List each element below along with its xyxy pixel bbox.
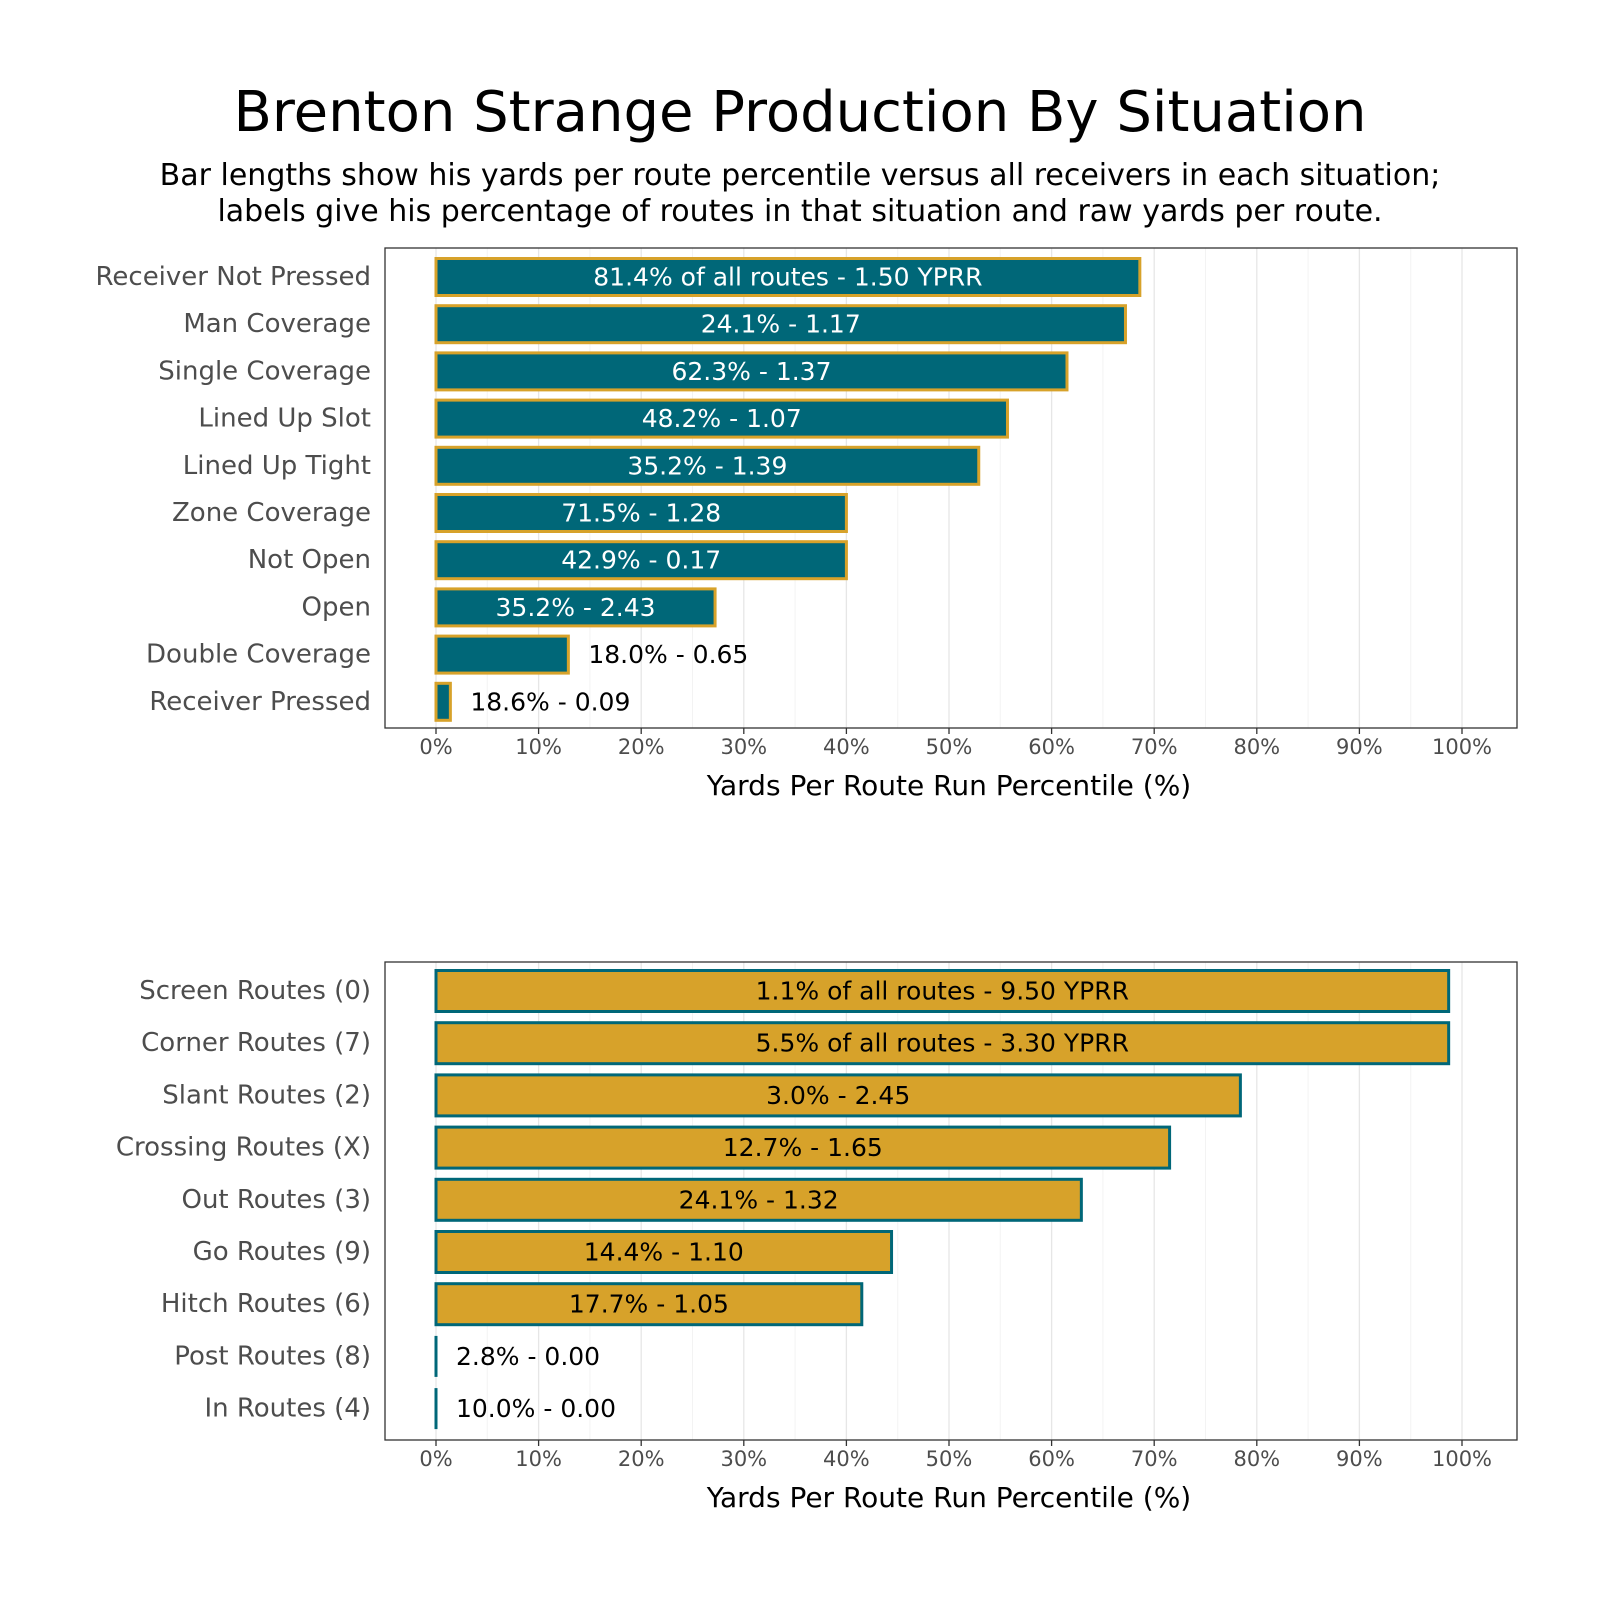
category-label: Double Coverage (146, 640, 371, 670)
bar-2-4 (434, 1177, 1083, 1222)
data-label: 42.9% - 0.17 (561, 546, 721, 575)
category-label: Man Coverage (183, 309, 371, 339)
x-tick-label: 60% (1028, 735, 1075, 759)
data-label: 48.2% - 1.07 (642, 404, 802, 433)
data-label: 1.1% of all routes - 9.50 YPRR (756, 977, 1129, 1006)
category-label: Lined Up Slot (198, 404, 371, 434)
x-tick-label: 80% (1233, 1447, 1280, 1471)
category-label: Single Coverage (158, 356, 371, 386)
chart-title: Brenton Strange Production By Situation (233, 80, 1367, 145)
data-label: 71.5% - 1.28 (561, 499, 721, 528)
bar-1-0 (434, 257, 1142, 297)
category-label: Crossing Routes (X) (116, 1133, 371, 1163)
category-label: Screen Routes (0) (139, 976, 371, 1006)
x-tick-label: 20% (618, 735, 665, 759)
bar-1-3 (434, 398, 1009, 439)
data-label: 5.5% of all routes - 3.30 YPRR (756, 1029, 1129, 1058)
x-tick-label: 70% (1131, 735, 1178, 759)
x-tick-label: 0% (419, 1447, 452, 1471)
bar-1-6 (434, 540, 848, 581)
bar-1-8 (434, 634, 570, 675)
data-label: 2.8% - 0.00 (456, 1342, 600, 1371)
x-tick-label: 90% (1336, 735, 1383, 759)
x-tick-label: 0% (419, 735, 452, 759)
category-label: In Routes (4) (204, 1394, 371, 1424)
data-label: 62.3% - 1.37 (671, 357, 831, 386)
x-tick-label: 10% (515, 735, 562, 759)
bar-1-1 (434, 304, 1127, 345)
panel-border (384, 247, 1518, 729)
x-tick-label: 20% (618, 1447, 665, 1471)
category-label: Zone Coverage (172, 498, 371, 528)
x-tick-label: 50% (926, 1447, 973, 1471)
x-axis-title: Yards Per Route Run Percentile (%) (706, 1481, 1191, 1514)
bar-2-1 (434, 1021, 1451, 1066)
x-tick-label: 60% (1028, 1447, 1075, 1471)
data-label: 10.0% - 0.00 (456, 1394, 616, 1423)
data-label: 35.2% - 2.43 (496, 593, 656, 622)
bar-1-5 (434, 493, 848, 533)
data-label: 3.0% - 2.45 (766, 1081, 910, 1110)
category-label: Receiver Pressed (149, 687, 371, 717)
x-tick-label: 40% (823, 1447, 870, 1471)
bar-2-2 (434, 1073, 1242, 1118)
x-tick-label: 10% (515, 1447, 562, 1471)
category-label: Go Routes (9) (193, 1237, 371, 1267)
data-label: 81.4% of all routes - 1.50 YPRR (593, 263, 982, 292)
x-tick-label: 70% (1131, 1447, 1178, 1471)
category-label: Corner Routes (7) (141, 1028, 371, 1058)
category-label: Open (302, 592, 371, 622)
x-tick-label: 50% (926, 735, 973, 759)
bar-2-3 (434, 1125, 1172, 1170)
bar-1-4 (434, 445, 981, 486)
x-axis-title: Yards Per Route Run Percentile (%) (706, 769, 1191, 802)
data-label: 35.2% - 1.39 (627, 451, 787, 480)
data-label: 24.1% - 1.17 (701, 310, 861, 339)
chart-subtitle-line-1: Bar lengths show his yards per route per… (159, 158, 1441, 193)
category-label: Out Routes (3) (181, 1185, 371, 1215)
bar-1-2 (434, 351, 1069, 392)
bar-2-0 (434, 969, 1451, 1013)
category-label: Hitch Routes (6) (161, 1289, 371, 1319)
data-label: 24.1% - 1.32 (679, 1185, 839, 1214)
category-label: Not Open (248, 545, 371, 575)
data-label: 18.6% - 0.09 (470, 687, 630, 716)
data-label: 14.4% - 1.10 (584, 1238, 744, 1267)
category-label: Receiver Not Pressed (96, 262, 372, 292)
bar-1-7 (434, 587, 717, 628)
bar-2-5 (434, 1230, 894, 1274)
x-tick-label: 90% (1336, 1447, 1383, 1471)
category-label: Lined Up Tight (183, 451, 371, 481)
chart-subtitle-line-2: labels give his percentage of routes in … (217, 194, 1383, 229)
chart-panel-2: Screen Routes (0) 1.1% of all routes - 9.… (116, 961, 1518, 1514)
category-label: Slant Routes (2) (162, 1080, 371, 1110)
x-tick-label: 30% (720, 735, 767, 759)
category-label: Post Routes (8) (174, 1341, 371, 1371)
x-tick-label: 100% (1432, 735, 1492, 759)
x-tick-label: 100% (1432, 1447, 1492, 1471)
x-tick-label: 40% (823, 735, 870, 759)
data-label: 18.0% - 0.65 (588, 640, 748, 669)
x-tick-label: 80% (1233, 735, 1280, 759)
chart-panel-1: Receiver Not Pressed 81.4% of all routes … (96, 247, 1518, 802)
bar-2-6 (434, 1282, 864, 1327)
panel-border (384, 961, 1518, 1441)
x-tick-label: 30% (720, 1447, 767, 1471)
data-label: 17.7% - 1.05 (569, 1290, 729, 1319)
bar-1-9 (434, 681, 452, 722)
data-label: 12.7% - 1.65 (723, 1133, 883, 1162)
